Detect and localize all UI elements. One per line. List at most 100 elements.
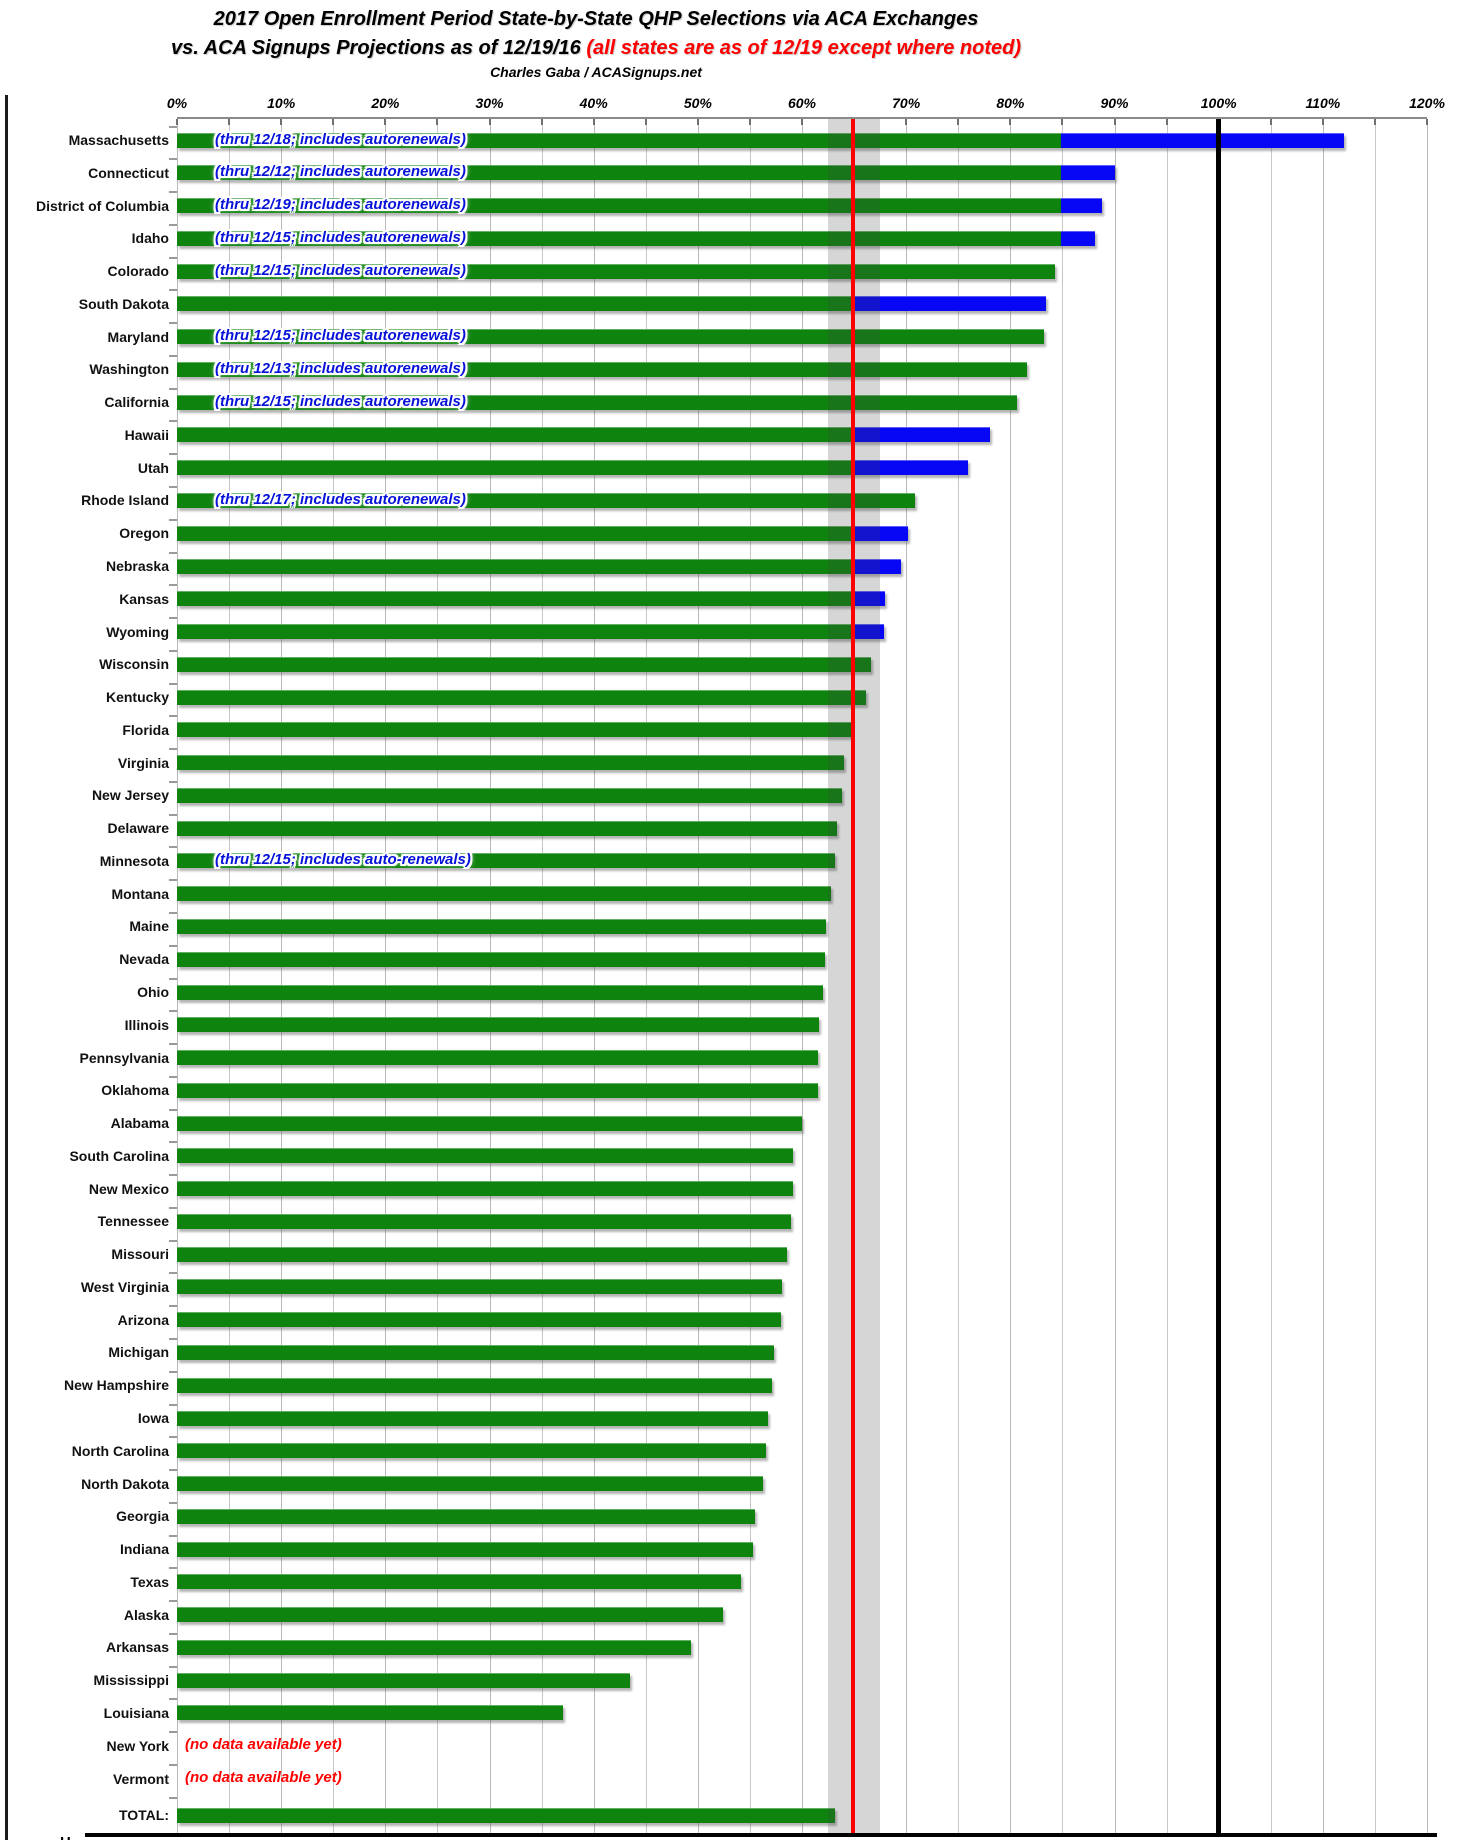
bar-green bbox=[177, 1574, 741, 1590]
x-axis-tick-label: 100% bbox=[1200, 95, 1237, 111]
row-boundary-tick bbox=[169, 1731, 177, 1734]
bar-green bbox=[177, 853, 836, 869]
row-note: (thru 12/17; includes autorenewals) bbox=[215, 490, 466, 508]
row-boundary-tick bbox=[169, 879, 177, 882]
row-label: California bbox=[104, 394, 169, 411]
row-label: Ohio bbox=[137, 984, 169, 1001]
row-label: Michigan bbox=[108, 1344, 169, 1361]
axis-tick bbox=[957, 119, 960, 125]
bar-green bbox=[177, 656, 871, 672]
bar-green bbox=[177, 886, 832, 902]
x-axis-tick-label: 120% bbox=[1409, 95, 1445, 111]
axis-tick bbox=[1373, 119, 1376, 125]
row-boundary-tick bbox=[169, 977, 177, 980]
gridline bbox=[1166, 119, 1168, 1836]
gridline bbox=[229, 119, 231, 1836]
x-axis-tick-label: 10% bbox=[267, 95, 296, 111]
title-line2-black: vs. ACA Signups Projections as of 12/19/… bbox=[171, 37, 587, 59]
row-label: Missouri bbox=[111, 1246, 169, 1263]
row-label: Nevada bbox=[119, 951, 169, 968]
gridline bbox=[1010, 119, 1012, 1836]
row-label: Tennessee bbox=[97, 1213, 169, 1230]
row-label: Hawaii bbox=[124, 426, 169, 443]
row-boundary-tick bbox=[169, 1206, 177, 1209]
row-note: (thru 12/15; includes autorenewals) bbox=[215, 261, 466, 279]
x-axis-tick-label: 50% bbox=[683, 95, 712, 111]
x-axis-tick-label: 0% bbox=[166, 95, 188, 111]
bar-green bbox=[177, 755, 844, 771]
bar-green bbox=[177, 525, 852, 541]
axis-tick bbox=[488, 119, 491, 125]
gridline bbox=[593, 119, 595, 1836]
row-boundary-tick bbox=[169, 1436, 177, 1439]
row-label: Iowa bbox=[137, 1410, 169, 1427]
axis-tick bbox=[1113, 119, 1116, 125]
gridline bbox=[1374, 119, 1376, 1836]
bar-blue bbox=[1061, 132, 1344, 148]
bar-green bbox=[177, 1377, 772, 1393]
chart-title-block: 2017 Open Enrollment Period State-by-Sta… bbox=[0, 6, 1192, 81]
bar-green bbox=[177, 263, 1056, 279]
gridline bbox=[1270, 119, 1272, 1836]
row-label: New York bbox=[106, 1737, 169, 1754]
hundred-percent-line bbox=[1216, 119, 1222, 1836]
row-boundary-tick bbox=[169, 1600, 177, 1603]
row-boundary-tick bbox=[169, 420, 177, 423]
row-boundary-tick bbox=[169, 1403, 177, 1406]
row-boundary-tick bbox=[169, 780, 177, 783]
bar-green bbox=[177, 1607, 723, 1623]
bar-green bbox=[177, 558, 852, 574]
row-label: Utah bbox=[137, 459, 169, 476]
x-axis-tick-label: 70% bbox=[892, 95, 921, 111]
row-label: Kansas bbox=[119, 590, 169, 607]
bar-green bbox=[177, 132, 1062, 148]
row-boundary-tick bbox=[169, 1796, 177, 1799]
bar-green bbox=[177, 951, 825, 967]
row-boundary-tick bbox=[169, 1337, 177, 1340]
row-label: Louisiana bbox=[103, 1704, 169, 1721]
row-boundary-tick bbox=[169, 1305, 177, 1308]
row-boundary-tick bbox=[169, 289, 177, 292]
row-boundary-tick bbox=[169, 1501, 177, 1504]
row-label: Alabama bbox=[110, 1115, 169, 1132]
bar-green bbox=[177, 1443, 766, 1459]
row-boundary-tick bbox=[169, 191, 177, 194]
row-note: (thru 12/15; includes auto-renewals) bbox=[215, 851, 471, 869]
bar-green bbox=[177, 1705, 564, 1721]
bar-blue bbox=[852, 296, 1046, 312]
row-boundary-tick bbox=[169, 1698, 177, 1701]
row-label: Virginia bbox=[117, 754, 169, 771]
bar-green bbox=[177, 984, 823, 1000]
bar-green bbox=[177, 198, 1062, 214]
row-boundary-tick bbox=[169, 1272, 177, 1275]
row-note: (thru 12/12; includes autorenewals) bbox=[215, 163, 466, 181]
row-label: New Jersey bbox=[91, 787, 169, 804]
gridline bbox=[906, 119, 908, 1836]
bar-green bbox=[177, 1181, 793, 1197]
bar-green bbox=[177, 1476, 764, 1492]
row-boundary-tick bbox=[169, 944, 177, 947]
x-axis-tick-label: 80% bbox=[996, 95, 1025, 111]
row-boundary-tick bbox=[169, 1075, 177, 1078]
row-boundary-tick bbox=[169, 715, 177, 718]
bar-green bbox=[177, 820, 838, 836]
row-note: (no data available yet) bbox=[185, 1769, 342, 1786]
gridline bbox=[958, 119, 960, 1836]
row-boundary-tick bbox=[169, 682, 177, 685]
row-note: (thru 12/13; includes autorenewals) bbox=[215, 359, 466, 377]
row-label: Massachusetts bbox=[68, 132, 169, 148]
x-axis-tick-label: 110% bbox=[1305, 95, 1341, 111]
row-boundary-tick bbox=[169, 551, 177, 554]
row-label: South Carolina bbox=[69, 1147, 169, 1164]
bar-green bbox=[177, 296, 852, 312]
bar-blue bbox=[1061, 165, 1115, 181]
row-boundary-tick bbox=[169, 125, 177, 128]
title-line2-red-note: (all states are as of 12/19 except where… bbox=[586, 37, 1021, 59]
axis-tick bbox=[1269, 119, 1272, 125]
gridline bbox=[749, 119, 751, 1836]
row-label: South Dakota bbox=[78, 295, 169, 312]
bar-green bbox=[177, 1312, 782, 1328]
row-label: Montana bbox=[111, 885, 169, 902]
bar-green bbox=[177, 1541, 754, 1557]
row-label: Wyoming bbox=[106, 623, 169, 640]
